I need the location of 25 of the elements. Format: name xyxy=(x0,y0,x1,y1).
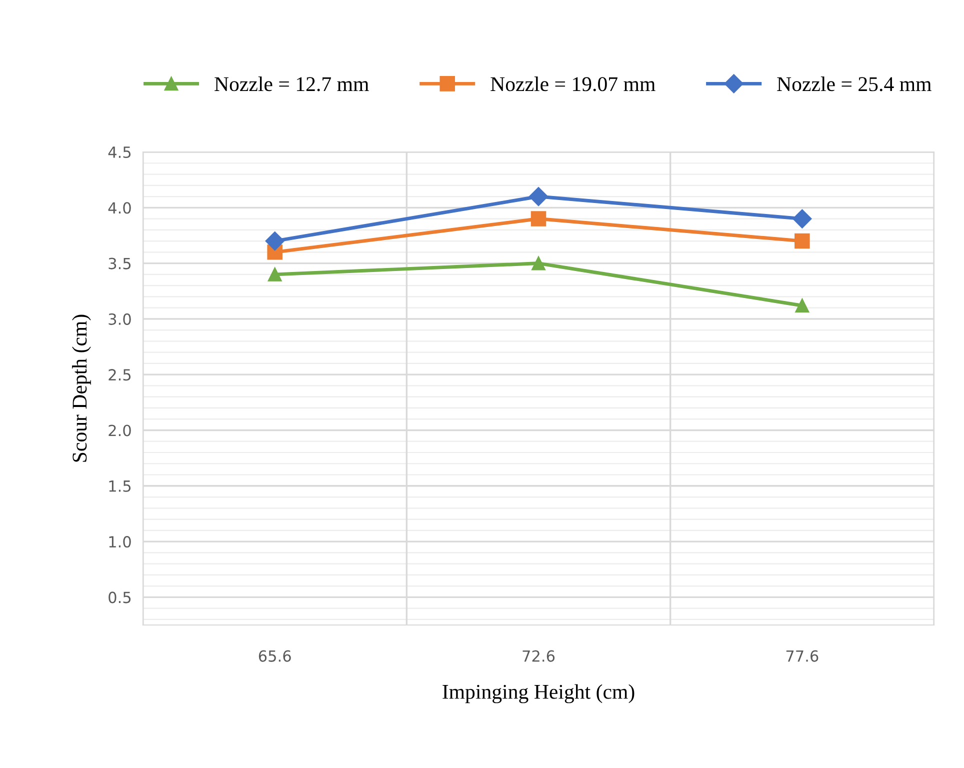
point xyxy=(532,256,546,270)
x-tick-label: 72.6 xyxy=(522,650,555,662)
y-tick-label: 1.0 xyxy=(109,536,131,548)
legend-label: Nozzle = 19.07 mm xyxy=(490,76,656,92)
y-tick-label: 3.5 xyxy=(108,258,131,270)
y-tick-label: 4.5 xyxy=(108,146,131,158)
y-tick-label: 3.0 xyxy=(108,313,131,325)
point xyxy=(794,233,810,249)
y-tick-label: 2.5 xyxy=(108,369,131,381)
point xyxy=(528,186,548,206)
point xyxy=(265,232,284,251)
x-axis-title: Impinging Height (cm) xyxy=(442,684,634,704)
point xyxy=(530,211,546,226)
legend-label: Nozzle = 12.7 mm xyxy=(214,76,369,92)
point xyxy=(792,209,812,228)
y-tick-label: 2.0 xyxy=(108,424,131,436)
point xyxy=(268,267,282,282)
point xyxy=(795,298,810,313)
y-axis-title: Scour Depth (cm) xyxy=(72,314,91,462)
y-tick-label: 1.5 xyxy=(109,480,131,492)
legend-label: Nozzle = 25.4 mm xyxy=(777,76,932,92)
x-tick-label: 65.6 xyxy=(258,650,291,662)
x-tick-label: 77.6 xyxy=(786,650,818,662)
y-tick-label: 0.5 xyxy=(108,592,131,604)
y-tick-label: 4.0 xyxy=(108,202,131,214)
